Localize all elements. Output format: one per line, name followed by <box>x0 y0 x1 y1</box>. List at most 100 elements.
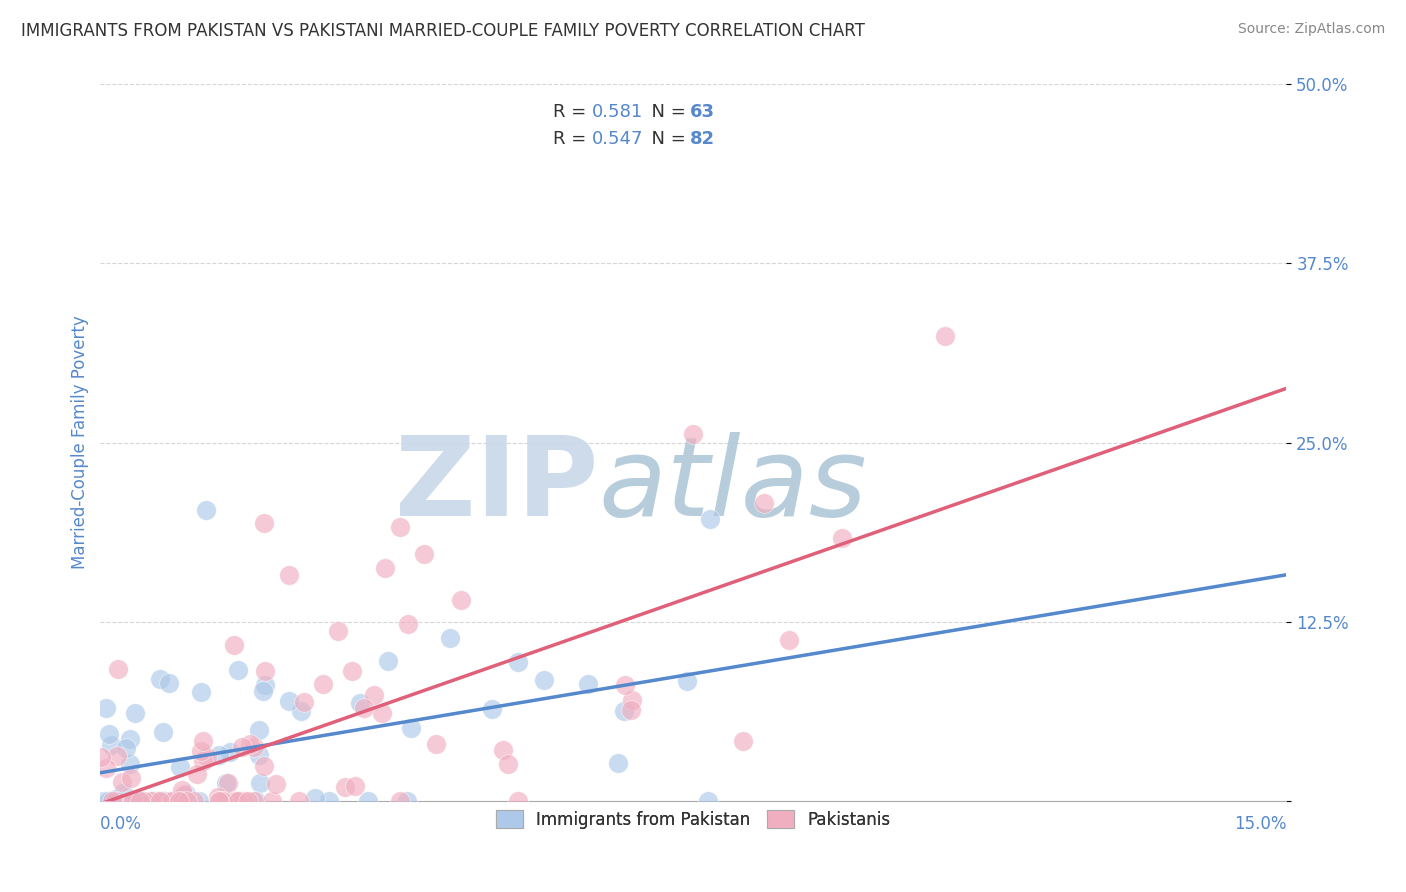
Point <box>266 777 288 791</box>
Point <box>152 724 174 739</box>
Point <box>613 704 636 718</box>
Text: 15.0%: 15.0% <box>1234 815 1286 833</box>
Point <box>160 794 183 808</box>
Point <box>388 520 411 534</box>
Point <box>425 737 447 751</box>
Point <box>606 756 628 770</box>
Point <box>252 684 274 698</box>
Point <box>222 638 245 652</box>
Point <box>149 794 172 808</box>
Point <box>253 759 276 773</box>
Point <box>90 750 112 764</box>
Text: Source: ZipAtlas.com: Source: ZipAtlas.com <box>1237 22 1385 37</box>
Text: N =: N = <box>640 103 692 120</box>
Text: 63: 63 <box>690 103 714 120</box>
Point <box>492 742 515 756</box>
Point <box>169 759 191 773</box>
Point <box>318 794 340 808</box>
Point <box>229 794 252 808</box>
Point <box>118 732 141 747</box>
Point <box>104 794 127 808</box>
Point <box>142 794 165 808</box>
Point <box>124 794 146 808</box>
Point <box>934 329 956 343</box>
Point <box>450 592 472 607</box>
Text: atlas: atlas <box>599 432 868 539</box>
Text: IMMIGRANTS FROM PAKISTAN VS PAKISTANI MARRIED-COUPLE FAMILY POVERTY CORRELATION : IMMIGRANTS FROM PAKISTAN VS PAKISTANI MA… <box>21 22 865 40</box>
Point <box>96 701 118 715</box>
Point <box>576 676 599 690</box>
Point <box>195 502 218 516</box>
Point <box>172 782 194 797</box>
Text: 0.0%: 0.0% <box>100 815 142 833</box>
Text: R =: R = <box>554 103 592 120</box>
Point <box>243 739 266 754</box>
Point <box>253 516 276 531</box>
Point <box>288 794 311 808</box>
Point <box>111 786 134 800</box>
Point <box>208 794 231 808</box>
Point <box>157 676 180 690</box>
Point <box>290 704 312 718</box>
Point <box>226 794 249 808</box>
Point <box>333 780 356 794</box>
Point <box>93 794 115 808</box>
Point <box>105 749 128 764</box>
Point <box>613 678 636 692</box>
Point <box>245 794 267 808</box>
Point <box>172 794 194 808</box>
Point <box>122 794 145 808</box>
Point <box>621 693 644 707</box>
Point <box>506 655 529 669</box>
Text: 0.581: 0.581 <box>592 103 643 120</box>
Point <box>831 532 853 546</box>
Point <box>675 674 697 689</box>
Point <box>620 703 643 717</box>
Point <box>249 776 271 790</box>
Point <box>754 496 776 510</box>
Point <box>253 678 276 692</box>
Point <box>217 776 239 790</box>
Point <box>236 794 259 808</box>
Point <box>148 794 170 808</box>
Point <box>105 791 128 805</box>
Point <box>481 701 503 715</box>
Point <box>127 794 149 808</box>
Point <box>312 677 335 691</box>
Point <box>170 794 193 808</box>
Point <box>215 776 238 790</box>
Point <box>211 794 233 808</box>
Point <box>278 694 301 708</box>
Point <box>439 631 461 645</box>
Point <box>155 794 177 808</box>
Point <box>506 794 529 808</box>
Point <box>124 706 146 721</box>
Point <box>186 766 208 780</box>
Point <box>159 794 181 808</box>
Text: 82: 82 <box>690 130 716 148</box>
Point <box>357 794 380 808</box>
Point <box>496 756 519 771</box>
Point <box>152 794 174 808</box>
Point <box>190 744 212 758</box>
Point <box>253 664 276 678</box>
Point <box>169 794 191 808</box>
Point <box>122 794 145 808</box>
Point <box>399 721 422 735</box>
Point <box>697 794 720 808</box>
Point <box>239 737 262 751</box>
Point <box>225 794 247 808</box>
Point <box>195 749 218 764</box>
Point <box>111 775 134 789</box>
Y-axis label: Married-Couple Family Poverty: Married-Couple Family Poverty <box>72 316 89 569</box>
Point <box>191 734 214 748</box>
Point <box>389 794 412 808</box>
Point <box>139 794 162 808</box>
Point <box>101 794 124 808</box>
Point <box>149 794 172 808</box>
Point <box>533 673 555 688</box>
Point <box>226 663 249 677</box>
Point <box>115 740 138 755</box>
Point <box>242 794 264 808</box>
Text: ZIP: ZIP <box>395 432 599 539</box>
